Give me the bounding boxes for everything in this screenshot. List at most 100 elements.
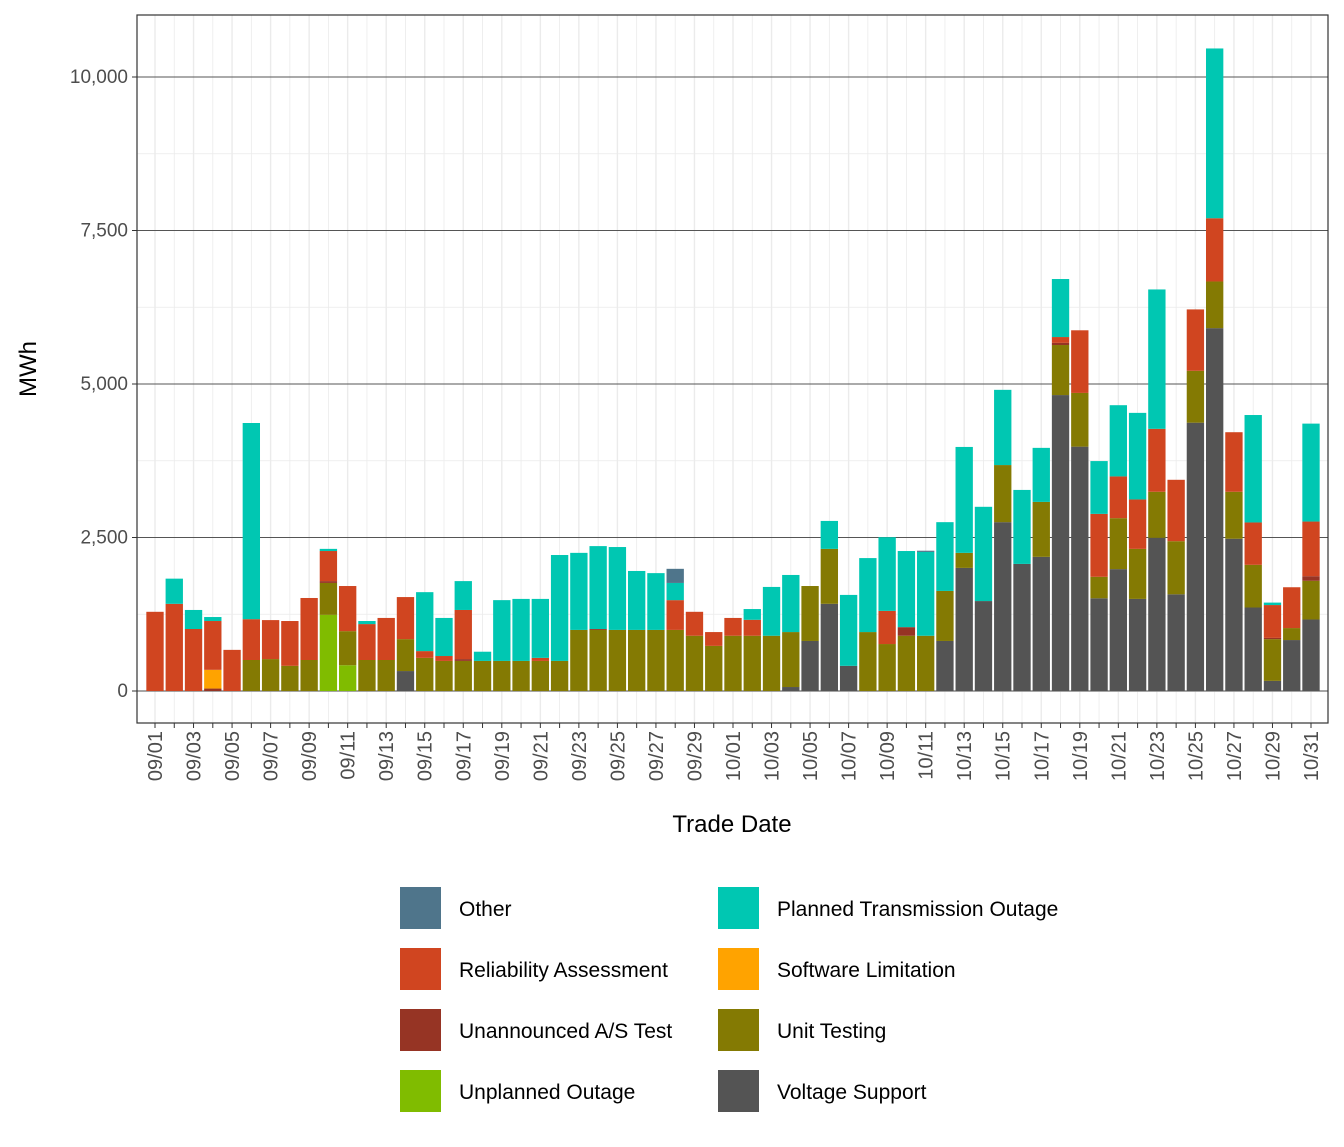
bar-segment-voltage-support-10-06 — [820, 603, 839, 692]
bar-segment-unit-testing-10-28 — [1244, 564, 1262, 608]
bar-segment-unit-testing-09-21 — [531, 660, 550, 692]
bar-segment-reliability-assessment-10-19 — [1071, 330, 1089, 393]
y-axis: 0 2,500 5,000 7,500 10,000 — [70, 67, 137, 702]
bar-segment-reliability-assessment-10-27 — [1225, 432, 1243, 492]
bar-segment-unannounced-a-s-test-09-24 — [589, 628, 607, 630]
bar-segment-unannounced-a-s-test-10-31 — [1302, 576, 1320, 581]
bar-segment-planned-transmission-outage-10-18 — [1051, 279, 1070, 338]
bar-segment-planned-transmission-outage-10-12 — [936, 522, 954, 591]
bar-segment-unit-testing-09-06 — [242, 660, 261, 692]
bar-segment-planned-transmission-outage-10-14 — [974, 506, 993, 602]
bar-segment-unannounced-a-s-test-10-10 — [897, 627, 916, 636]
bar-segment-unit-testing-09-25 — [608, 629, 627, 692]
bar-segment-unit-testing-10-08 — [859, 632, 877, 692]
bar-segment-reliability-assessment-10-20 — [1090, 513, 1108, 577]
bar-segment-planned-transmission-outage-09-16 — [435, 617, 453, 657]
bar-segment-unit-testing-10-12 — [936, 590, 954, 641]
bar-segment-planned-transmission-outage-10-31 — [1302, 423, 1320, 522]
bar-segment-reliability-assessment-09-05 — [223, 649, 241, 692]
bar-segment-planned-transmission-outage-10-04 — [782, 574, 800, 633]
bar-segment-voltage-support-10-31 — [1302, 619, 1320, 692]
bar-segment-unit-testing-10-19 — [1071, 392, 1089, 447]
bar-segment-unit-testing-10-11 — [916, 635, 935, 692]
bar-segment-voltage-support-10-21 — [1109, 569, 1128, 692]
x-tick-label: 10/09 — [877, 731, 899, 781]
bar-segment-planned-transmission-outage-09-19 — [493, 600, 511, 661]
bar-segment-unit-testing-10-05 — [801, 586, 819, 641]
legend-label: Unannounced A/S Test — [459, 1020, 672, 1043]
x-tick-label: 10/21 — [1108, 731, 1130, 781]
bar-segment-planned-transmission-outage-10-23 — [1148, 289, 1166, 429]
bar-segment-planned-transmission-outage-10-21 — [1109, 405, 1128, 477]
bar-segment-reliability-assessment-09-15 — [416, 651, 434, 658]
legend-label: Unplanned Outage — [459, 1081, 635, 1104]
bar-segment-unit-testing-10-21 — [1109, 518, 1128, 570]
bar-segment-unannounced-a-s-test-09-17 — [454, 659, 472, 661]
x-tick-label: 10/13 — [954, 731, 976, 781]
x-tick-label: 09/19 — [492, 731, 514, 781]
bar-segment-planned-transmission-outage-09-04 — [204, 617, 222, 622]
bar-segment-unit-testing-10-23 — [1148, 491, 1166, 538]
bar-segment-planned-transmission-outage-09-22 — [550, 555, 569, 661]
bar-segment-voltage-support-10-23 — [1148, 537, 1166, 692]
bar-segment-reliability-assessment-10-01 — [724, 617, 742, 636]
bar-segment-unit-testing-10-31 — [1302, 580, 1320, 620]
bar-segment-voltage-support-10-29 — [1263, 680, 1282, 692]
bar-segment-planned-transmission-outage-09-25 — [608, 547, 627, 630]
legend-key-software-limitation — [718, 948, 759, 990]
bar-segment-unit-testing-09-30 — [705, 645, 723, 692]
bar-segment-planned-transmission-outage-10-29 — [1263, 602, 1282, 606]
bar-segment-planned-transmission-outage-09-21 — [531, 598, 550, 658]
bar-segment-planned-transmission-outage-09-23 — [570, 552, 588, 630]
bar-segment-other-09-28 — [666, 568, 684, 583]
bar-segment-unplanned-outage-09-10 — [319, 614, 338, 692]
bar-segment-planned-transmission-outage-10-03 — [762, 586, 781, 636]
legend-label: Reliability Assessment — [459, 959, 668, 982]
bar-segment-unit-testing-09-09 — [300, 660, 318, 692]
x-tick-label: 10/01 — [723, 731, 745, 781]
x-tick-label: 10/27 — [1224, 731, 1246, 781]
bar-segment-unit-testing-10-22 — [1128, 548, 1147, 599]
bar-segment-unit-testing-09-19 — [493, 660, 511, 692]
bar-segment-unit-testing-09-08 — [281, 665, 299, 692]
bar-segment-reliability-assessment-09-08 — [281, 621, 299, 666]
bar-segment-unit-testing-10-27 — [1225, 491, 1243, 539]
x-tick-label: 10/29 — [1262, 731, 1284, 781]
bar-segment-reliability-assessment-09-13 — [377, 617, 395, 661]
bar-segment-unit-testing-10-13 — [955, 552, 973, 568]
y-tick-label: 0 — [117, 681, 128, 702]
x-tick-label: 09/11 — [338, 731, 360, 780]
x-tick-label: 09/21 — [530, 731, 552, 781]
bar-segment-reliability-assessment-10-02 — [743, 619, 761, 636]
bar-segment-planned-transmission-outage-09-27 — [647, 573, 665, 630]
bar-segment-reliability-assessment-09-28 — [666, 600, 684, 630]
bar-segment-unit-testing-09-13 — [377, 660, 395, 692]
bar-segment-voltage-support-10-19 — [1071, 446, 1089, 692]
bar-segment-planned-transmission-outage-10-20 — [1090, 461, 1108, 514]
bar-segment-unannounced-a-s-test-09-10 — [319, 581, 338, 583]
legend-key-unplanned-outage — [400, 1070, 441, 1112]
bar-segment-voltage-support-10-25 — [1186, 422, 1205, 692]
x-tick-label: 09/09 — [299, 731, 321, 781]
bar-segment-voltage-support-09-14 — [396, 671, 415, 692]
bar-segment-planned-transmission-outage-09-02 — [165, 578, 183, 604]
bar-segment-unit-testing-09-10 — [319, 582, 338, 615]
bar-segment-planned-transmission-outage-09-03 — [184, 609, 203, 629]
x-tick-label: 10/07 — [839, 731, 861, 781]
bar-segment-unit-testing-09-23 — [570, 629, 588, 692]
bar-segment-planned-transmission-outage-10-06 — [820, 520, 839, 549]
y-tick-label: 2,500 — [80, 528, 128, 549]
bar-segment-unit-testing-10-15 — [994, 465, 1012, 523]
bar-segment-other-10-11 — [916, 550, 935, 552]
bar-segment-unit-testing-10-24 — [1167, 541, 1185, 595]
bar-segment-unplanned-outage-09-11 — [338, 665, 357, 692]
bar-segment-unit-testing-09-20 — [512, 660, 530, 692]
x-tick-label: 09/01 — [145, 731, 167, 781]
x-tick-label: 10/15 — [993, 731, 1015, 781]
bar-segment-voltage-support-10-14 — [974, 601, 993, 692]
x-tick-label: 09/17 — [453, 731, 475, 781]
bar-segment-reliability-assessment-10-25 — [1186, 309, 1205, 371]
x-tick-label: 09/15 — [415, 731, 437, 781]
legend-key-voltage-support — [718, 1070, 759, 1112]
bar-segment-planned-transmission-outage-10-15 — [994, 389, 1012, 466]
